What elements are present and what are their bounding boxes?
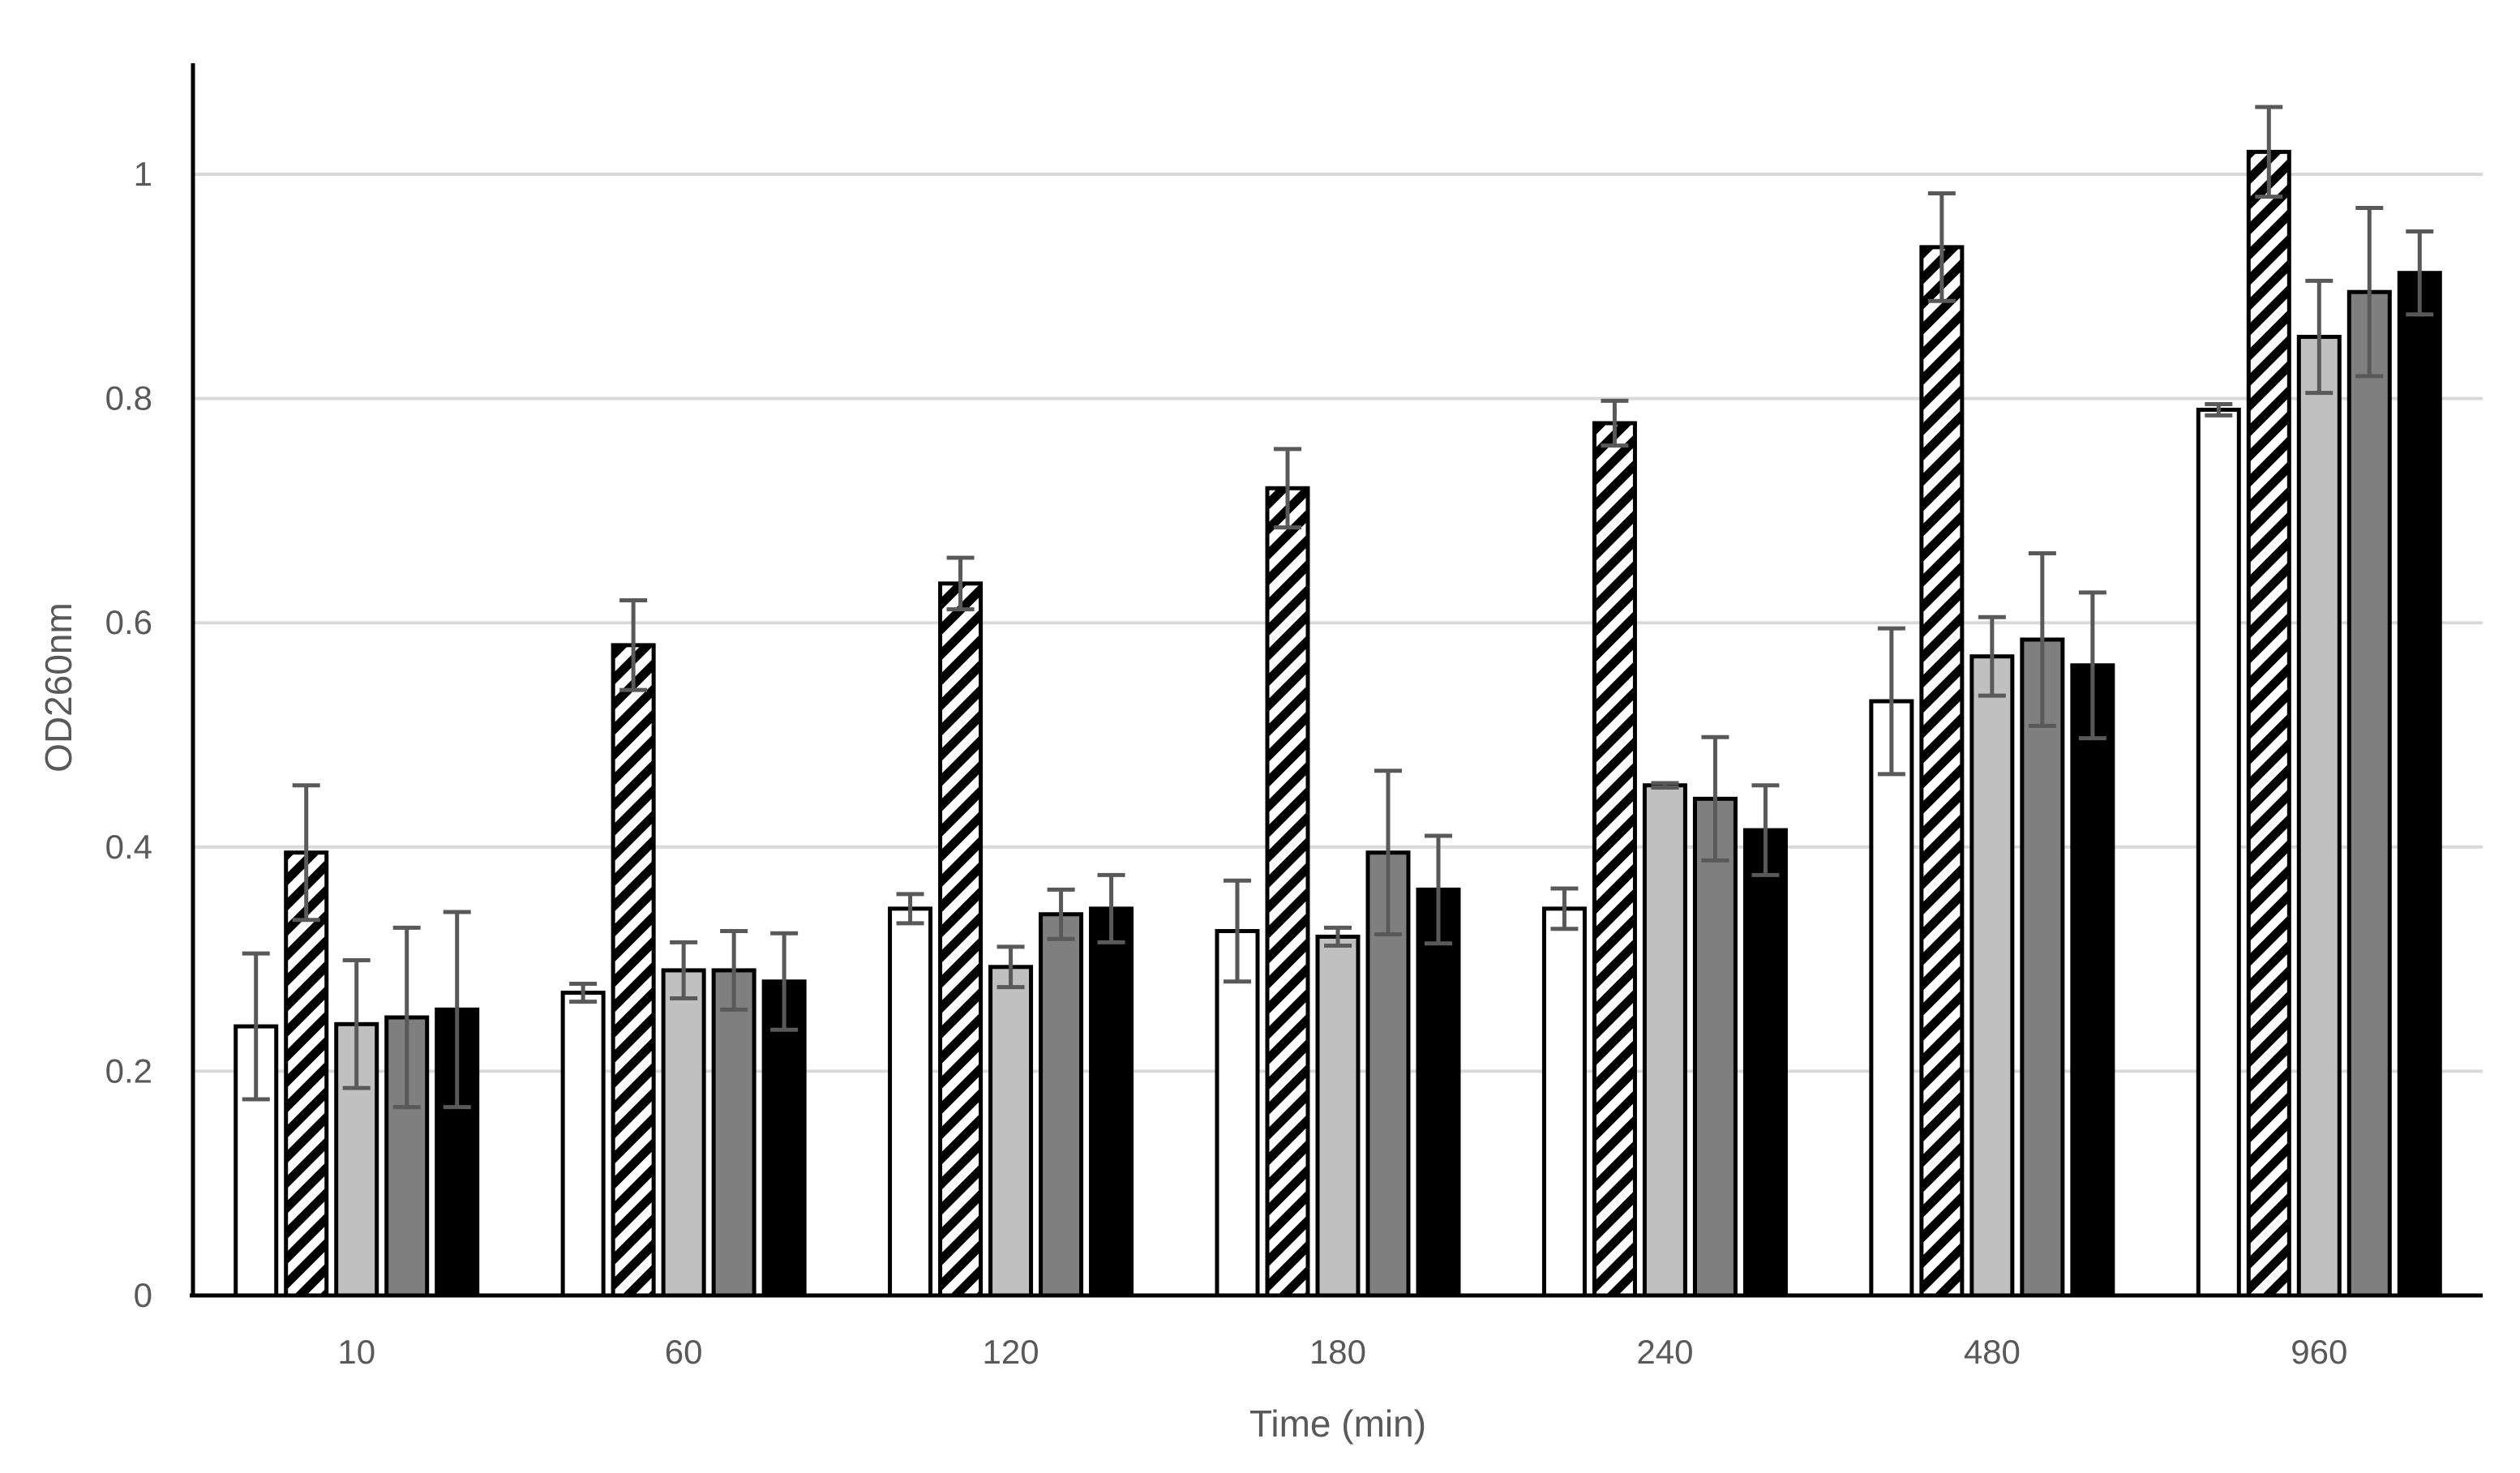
bar: [711, 968, 756, 1298]
x-tick-label: 960: [2291, 1333, 2347, 1371]
y-tick-label: 0.6: [105, 603, 152, 641]
y-tick-label: 0.2: [105, 1051, 152, 1090]
bar: [2346, 289, 2392, 1298]
x-tick-label: 10: [337, 1333, 375, 1371]
y-tick-label: 0.8: [105, 379, 152, 417]
bar: [2397, 271, 2442, 1298]
bars: [234, 149, 2442, 1298]
x-tick-label: 240: [1636, 1333, 1693, 1371]
bar: [2070, 663, 2115, 1298]
axes: [190, 63, 2483, 1298]
bar: [2196, 407, 2241, 1298]
y-tick-label: 1: [134, 155, 152, 193]
error-bars: [242, 105, 2434, 1110]
y-axis-title: OD260nm: [37, 602, 79, 773]
bar: [1742, 828, 1788, 1298]
bar: [1541, 906, 1587, 1298]
bar: [938, 581, 984, 1298]
x-tick-label: 120: [983, 1333, 1039, 1371]
x-tick-label: 60: [665, 1333, 703, 1371]
bar: [2296, 335, 2342, 1298]
x-axis-title: Time (min): [1249, 1402, 1426, 1445]
x-tick-labels: 10 60 120 180 240 480 960: [337, 1333, 2347, 1371]
bar: [1215, 929, 1260, 1298]
bar: [1416, 887, 1461, 1298]
bar: [1315, 934, 1361, 1298]
bar: [2020, 637, 2065, 1298]
bar: [988, 965, 1034, 1298]
bar: [1265, 486, 1310, 1298]
bar: [1919, 245, 1965, 1298]
bar: [1692, 796, 1738, 1298]
bar: [1039, 912, 1084, 1298]
bar: [1642, 783, 1687, 1298]
x-tick-label: 180: [1309, 1333, 1366, 1371]
bar: [1969, 654, 2015, 1298]
bar: [611, 643, 656, 1298]
y-tick-label: 0: [134, 1276, 152, 1314]
bar: [560, 991, 606, 1298]
bar: [2246, 149, 2291, 1298]
x-tick-label: 480: [1964, 1333, 2021, 1371]
y-tick-label: 0.4: [105, 828, 152, 866]
y-tick-labels: 0 0.2 0.4 0.6 0.8 1: [105, 155, 152, 1314]
bar: [1592, 421, 1637, 1298]
bar: [888, 906, 933, 1298]
bar: [1869, 699, 1914, 1298]
bar: [661, 968, 706, 1298]
bar: [1089, 906, 1134, 1298]
